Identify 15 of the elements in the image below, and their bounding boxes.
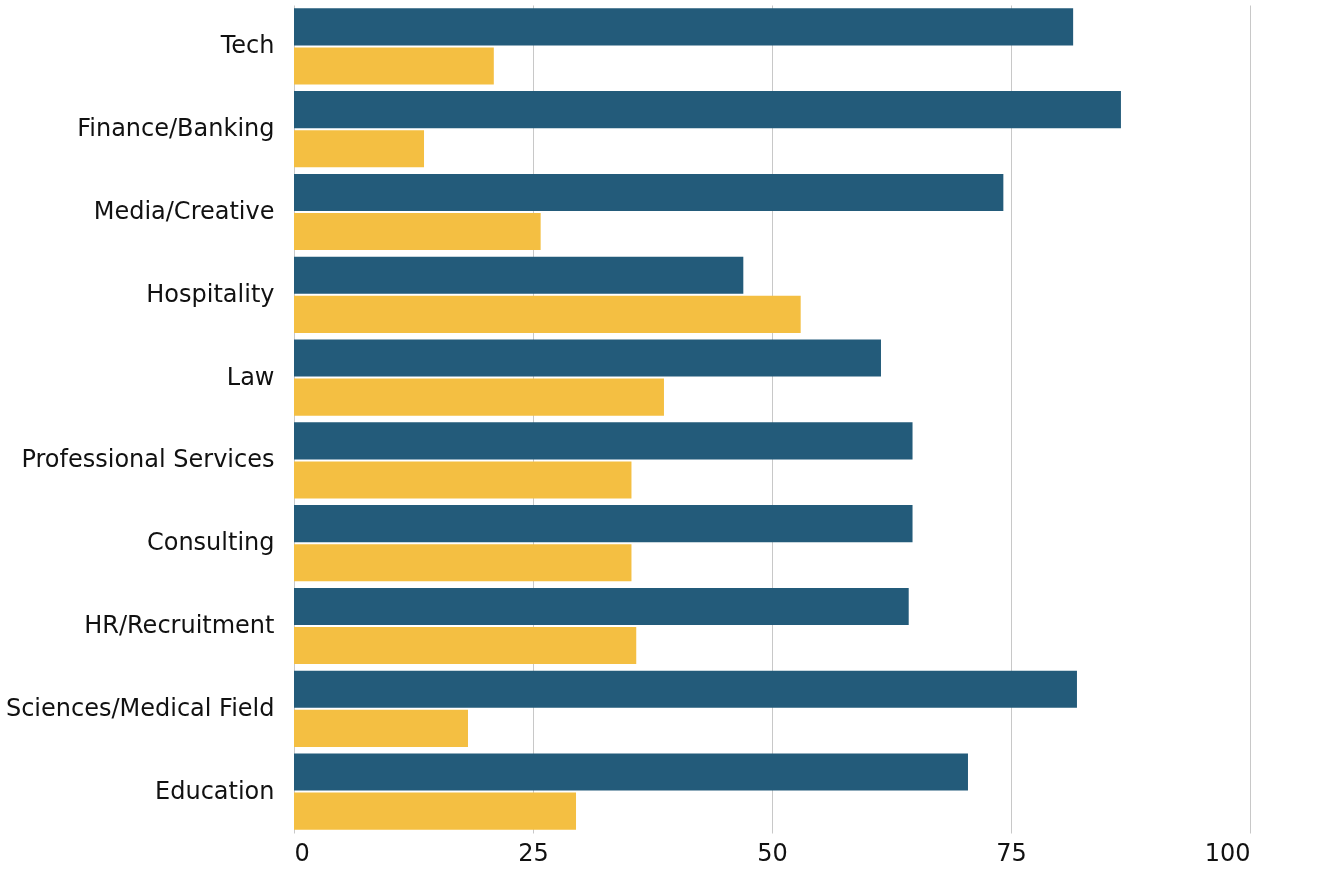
- x-tick-label: 75: [996, 838, 1027, 867]
- y-tick-label: Hospitality: [146, 279, 275, 308]
- y-tick-label: Consulting: [146, 528, 275, 557]
- x-tick-label: 25: [518, 838, 549, 867]
- x-tick-label: 100: [1204, 838, 1251, 867]
- y-tick-label: Law: [226, 362, 275, 391]
- x-tick-label: 50: [757, 838, 788, 867]
- x-tick-label: 0: [294, 838, 310, 867]
- y-tick-label: Education: [155, 776, 275, 805]
- y-tick-label: Sciences/Medical Field: [5, 693, 275, 722]
- y-tick-label: Media/Creative: [93, 197, 275, 225]
- y-tick-label: HR/Recruitment: [84, 611, 275, 639]
- y-tick-label: Professional Services: [21, 445, 275, 474]
- y-tick-label: Tech: [219, 31, 275, 60]
- y-tick-label: Finance/Banking: [77, 114, 275, 143]
